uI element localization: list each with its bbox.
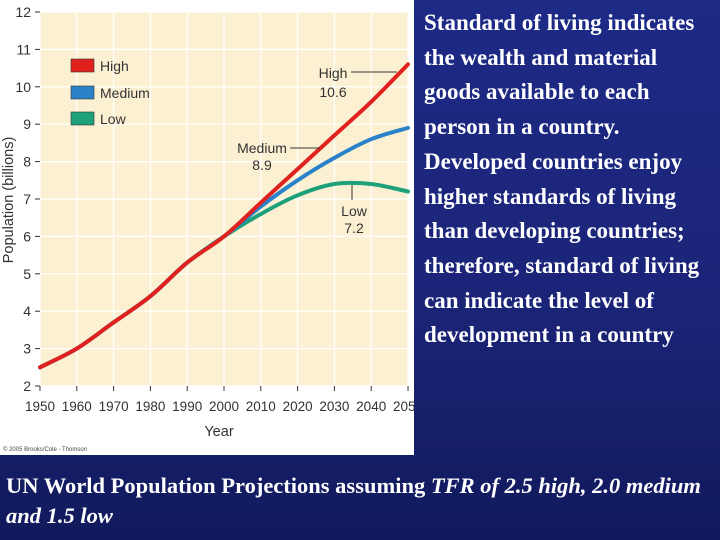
y-tick-label: 11 [16,41,31,57]
legend-swatch-low [70,111,95,126]
caption-part1: UN World Population Projections assuming [6,473,431,498]
copyright-text: © 2005 Brooks/Cole - Thomson [3,446,87,453]
y-tick-label: 9 [23,116,31,132]
annotation-value-medium: 8.9 [252,157,272,173]
y-tick-label: 2 [23,378,31,394]
y-tick-label: 10 [15,79,31,95]
x-tick-label: 1990 [172,399,202,414]
y-axis-label: Population (billions) [1,137,17,264]
legend-label-high: High [100,58,129,74]
x-tick-label: 2050 [393,399,414,414]
x-tick-label: 1960 [62,399,92,414]
annotation-label-high: High [319,65,348,81]
side-text: Standard of living indicates the wealth … [424,10,700,348]
y-tick-label: 7 [23,191,31,207]
annotation-label-low: Low [341,203,368,219]
legend-label-low: Low [100,111,127,127]
x-tick-label: 1970 [99,399,129,414]
population-chart: 2 3 4 5 6 7 8 9 10 11 12 1950 1960 1970 1980 1990 2000 20… [1,4,414,453]
caption: UN World Population Projections assuming… [6,471,712,531]
legend-swatch-high [70,58,95,73]
x-tick-label: 2010 [246,399,276,414]
x-tick-label: 2000 [209,399,239,414]
x-tick-label: 2020 [283,399,313,414]
y-tick-label: 5 [23,266,31,282]
x-tick-label: 1980 [135,399,165,414]
annotation-label-medium: Medium [237,140,287,156]
caption-part2: TFR of 2.5 high, 2.0 medium and 1.5 low [6,473,701,528]
x-tick-label: 1950 [25,399,55,414]
y-tick-label: 6 [23,228,31,244]
y-tick-label: 3 [23,341,31,357]
x-tick-label: 2040 [356,399,386,414]
annotation-value-low: 7.2 [344,220,364,236]
legend-label-medium: Medium [100,85,150,101]
annotation-value-high: 10.6 [319,84,346,100]
chart-panel: 2 3 4 5 6 7 8 9 10 11 12 1950 1960 1970 1980 1990 2000 20… [0,0,414,455]
x-tick-label: 2030 [319,399,349,414]
legend-swatch-medium [70,85,95,100]
y-tick-label: 8 [23,154,31,170]
y-tick-label: 4 [23,303,31,319]
series-line-high [38,62,410,370]
y-tick-label: 12 [15,4,31,20]
x-axis-label: Year [204,424,233,440]
